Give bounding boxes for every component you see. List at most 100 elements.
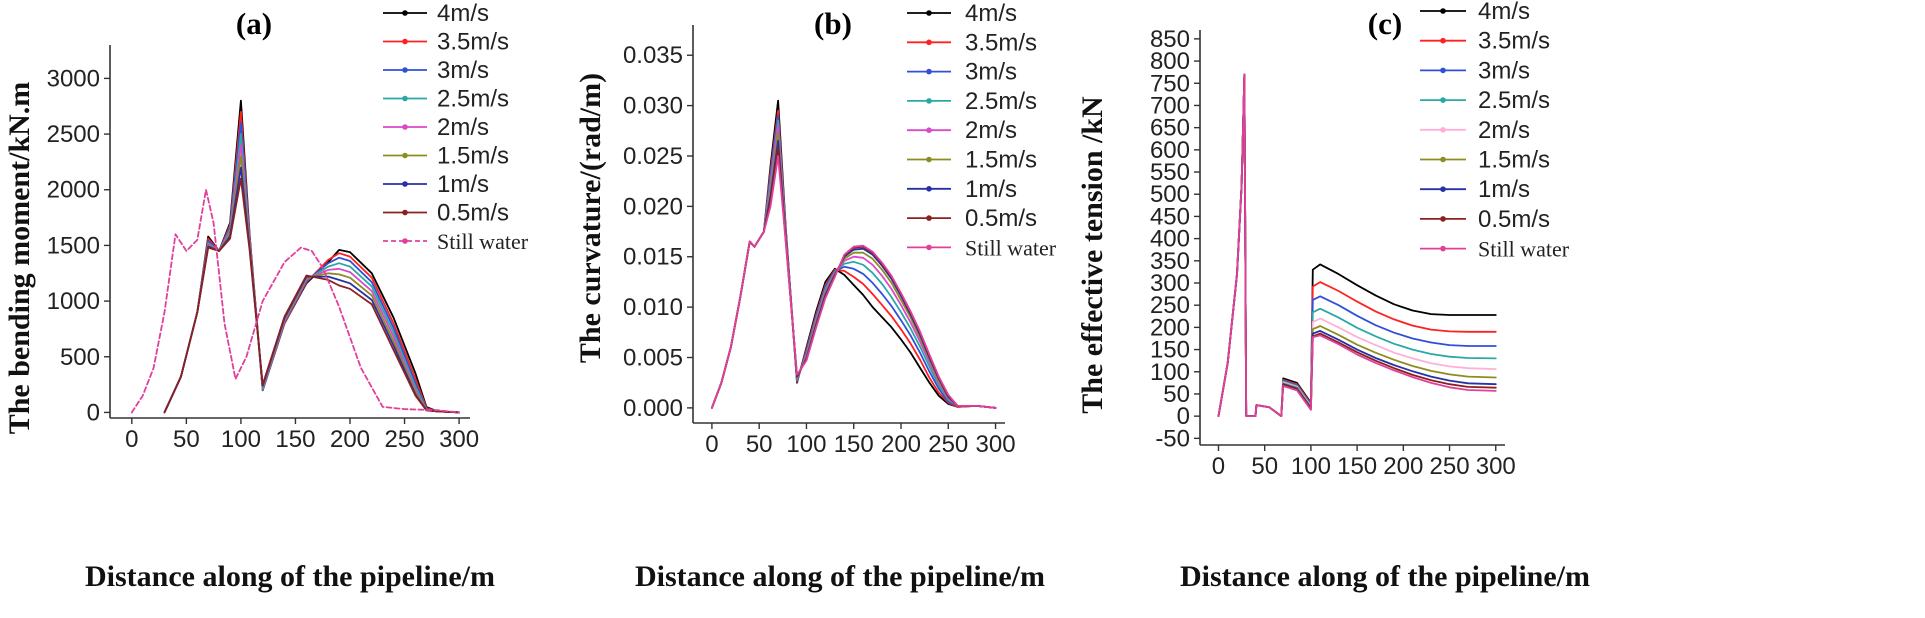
- y-tick-label: 700: [1150, 92, 1190, 119]
- legend-marker: [926, 68, 932, 75]
- legend-label: Still water: [965, 235, 1057, 260]
- legend-marker: [1440, 156, 1446, 163]
- legend-marker: [1440, 37, 1446, 44]
- y-tick-label: 2000: [47, 177, 100, 204]
- y-axis-title: The curvature/(rad/m): [574, 73, 607, 363]
- y-tick-label: 2500: [47, 121, 100, 148]
- legend-marker: [1440, 127, 1446, 133]
- legend-label: 1m/s: [437, 171, 489, 198]
- panel-label: (b): [814, 6, 852, 41]
- series-line-3m-s: [1217, 73, 1497, 417]
- legend-marker: [402, 152, 408, 159]
- legend-marker: [926, 10, 932, 16]
- x-tick-label: 200: [1383, 453, 1423, 480]
- x-tick-label: 150: [1337, 453, 1377, 480]
- legend-label: 0.5m/s: [437, 200, 509, 227]
- legend-label: 3m/s: [965, 59, 1017, 86]
- series-line-1m-s: [711, 140, 997, 409]
- x-tick-label: 100: [1291, 453, 1331, 480]
- y-tick-label: 150: [1150, 337, 1190, 364]
- series-line-2-5m-s: [711, 119, 997, 409]
- legend-marker: [402, 67, 408, 73]
- legend-label: 3m/s: [437, 57, 489, 84]
- series-line-2m-s: [711, 124, 997, 409]
- legend-marker: [402, 124, 408, 130]
- y-tick-label: 350: [1150, 248, 1190, 275]
- x-tick-label: 300: [1476, 453, 1516, 480]
- series-line-3m-s: [163, 122, 460, 414]
- legend-label: 1.5m/s: [965, 147, 1037, 174]
- x-tick-label: 50: [1251, 453, 1278, 480]
- panel-label: (a): [236, 6, 272, 41]
- series-line-2m-s: [1217, 73, 1497, 417]
- y-tick-label: 650: [1150, 115, 1190, 142]
- y-axis-title: The effective tension /kN: [1076, 96, 1109, 414]
- panel-label: (c): [1368, 6, 1402, 41]
- legend-label: 0.5m/s: [965, 205, 1037, 232]
- x-tick-label: 200: [881, 431, 921, 458]
- y-tick-label: 450: [1150, 203, 1190, 230]
- series-line-1-5m-s: [711, 132, 997, 409]
- legend-label: 4m/s: [965, 0, 1017, 27]
- y-tick-label: 200: [1150, 314, 1190, 341]
- legend-label: 2m/s: [965, 117, 1017, 144]
- x-tick-label: 50: [173, 426, 200, 453]
- legend-label: 2.5m/s: [965, 88, 1037, 115]
- legend-label: Still water: [1478, 237, 1570, 262]
- x-axis-title: Distance along of the pipeline/m: [1180, 560, 1590, 593]
- legend-marker: [402, 238, 408, 244]
- series-line-0-5m-s: [163, 177, 460, 414]
- x-tick-label: 0: [705, 431, 718, 458]
- y-tick-label: 0.025: [623, 143, 683, 170]
- legend-marker: [926, 156, 932, 163]
- legend-marker: [1440, 186, 1446, 192]
- legend-label: 3.5m/s: [1478, 28, 1550, 55]
- legend-marker: [926, 244, 932, 251]
- legend-label: 3m/s: [1478, 57, 1530, 84]
- x-axis-title: Distance along of the pipeline/m: [85, 560, 495, 593]
- y-axis-title: The bending moment/kN.m: [3, 82, 36, 435]
- y-tick-label: 400: [1150, 226, 1190, 253]
- series-line-0-5m-s: [1217, 73, 1497, 417]
- legend-label: 0.5m/s: [1478, 206, 1550, 233]
- legend-label: 2m/s: [1478, 117, 1530, 144]
- series-line-still-water: [1217, 73, 1497, 417]
- series-line-4m-s: [1217, 73, 1497, 417]
- legend-label: 1m/s: [1478, 176, 1530, 203]
- y-tick-label: 750: [1150, 70, 1190, 97]
- y-tick-label: 500: [1150, 181, 1190, 208]
- legend-label: Still water: [437, 229, 529, 254]
- y-tick-label: 0.010: [623, 294, 683, 321]
- legend-marker: [1440, 8, 1446, 14]
- y-tick-label: 0: [1177, 403, 1190, 430]
- legend-marker: [926, 39, 932, 46]
- x-tick-label: 0: [1212, 453, 1225, 480]
- x-tick-label: 100: [786, 431, 826, 458]
- panel-a-bending-moment-chart: 0 50 100 150 200 250 3000500100015002000250030…: [3, 0, 529, 593]
- y-tick-label: 0.000: [623, 395, 683, 422]
- legend-marker: [926, 215, 932, 221]
- panel-c-effective-tension-chart: 0 50 100 150 200 250 300-500501001502002503003…: [1076, 0, 1590, 593]
- y-tick-label: 0.035: [623, 42, 683, 69]
- x-tick-label: 150: [275, 426, 315, 453]
- legend-label: 2.5m/s: [437, 86, 509, 113]
- y-tick-label: 300: [1150, 270, 1190, 297]
- legend-marker: [402, 38, 408, 45]
- x-tick-label: 150: [834, 431, 874, 458]
- x-tick-label: 250: [1430, 453, 1470, 480]
- y-tick-label: 500: [60, 344, 100, 371]
- y-tick-label: 3000: [47, 65, 100, 92]
- legend-marker: [926, 98, 932, 104]
- x-tick-label: 250: [928, 431, 968, 458]
- x-axis-title: Distance along of the pipeline/m: [635, 560, 1045, 593]
- legend-marker: [1440, 97, 1446, 103]
- x-tick-label: 50: [746, 431, 773, 458]
- x-tick-label: 100: [221, 426, 261, 453]
- legend-label: 4m/s: [1478, 0, 1530, 25]
- legend-marker: [402, 181, 408, 187]
- y-tick-label: 600: [1150, 137, 1190, 164]
- x-tick-label: 200: [330, 426, 370, 453]
- y-tick-label: 0.005: [623, 345, 683, 372]
- y-tick-label: 250: [1150, 292, 1190, 319]
